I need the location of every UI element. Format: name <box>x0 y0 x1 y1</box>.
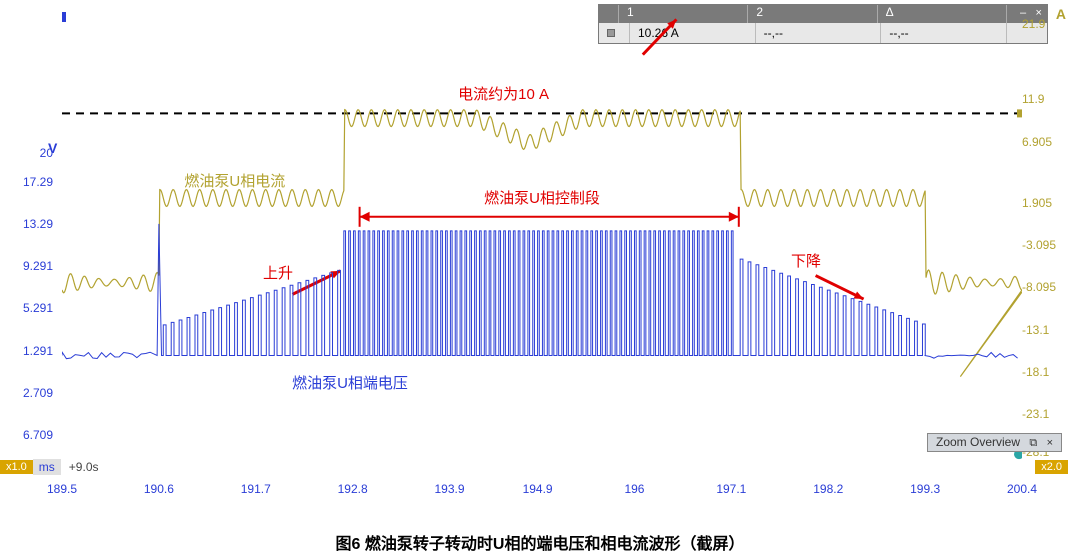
x-tick: 199.3 <box>895 482 955 496</box>
scope-area: 1 2 Δ – × 10.26 A --,-- --,-- V A 2017.2… <box>0 0 1080 524</box>
right-tick: 21.9 <box>1022 17 1072 31</box>
right-tick: -3.095 <box>1022 238 1072 252</box>
right-tick: 11.9 <box>1022 92 1072 106</box>
x-tick: 190.6 <box>129 482 189 496</box>
zoom-badge-left[interactable]: x1.0 <box>0 460 33 474</box>
left-tick: 13.29 <box>8 217 53 231</box>
zoom-overview-panel: Zoom Overview ⧉ × <box>927 433 1062 452</box>
figure-caption: 图6 燃油泵转子转动时U相的端电压和相电流波形（截屏） <box>0 530 1080 554</box>
close-icon[interactable]: × <box>1047 437 1053 449</box>
x-tick: 197.1 <box>701 482 761 496</box>
annotation-label: 燃油泵U相电流 <box>184 170 285 191</box>
time-unit-label: ms <box>33 459 61 475</box>
left-tick: 17.29 <box>8 175 53 189</box>
x-tick: 194.9 <box>508 482 568 496</box>
annotation-label: 电流约为10 A <box>458 83 549 104</box>
x-tick: 193.9 <box>420 482 480 496</box>
x-tick: 196 <box>604 482 664 496</box>
left-tick: 9.291 <box>8 259 53 273</box>
zoom-badge-right[interactable]: x2.0 <box>1035 460 1068 474</box>
left-tick: 2.709 <box>8 386 53 400</box>
x-tick: 191.7 <box>226 482 286 496</box>
x-tick: 198.2 <box>798 482 858 496</box>
x-tick: 200.4 <box>992 482 1052 496</box>
left-tick: 20 <box>8 146 53 160</box>
scope-container: 1 2 Δ – × 10.26 A --,-- --,-- V A 2017.2… <box>0 0 1080 560</box>
left-tick: 5.291 <box>8 301 53 315</box>
x-tick: 189.5 <box>32 482 92 496</box>
left-tick: 6.709 <box>8 428 53 442</box>
right-tick: -8.095 <box>1022 280 1072 294</box>
annotation-label: 下降 <box>791 250 821 271</box>
annotation-label: 燃油泵U相端电压 <box>292 372 408 393</box>
x-tick: 192.8 <box>323 482 383 496</box>
zoom-overview-label: Zoom Overview <box>936 435 1020 449</box>
restore-icon[interactable]: ⧉ <box>1029 437 1037 449</box>
time-base-bar: x1.0 ms +9.0s x2.0 <box>0 458 1080 476</box>
right-tick: -18.1 <box>1022 365 1072 379</box>
left-tick: 1.291 <box>8 344 53 358</box>
right-tick: 1.905 <box>1022 196 1072 210</box>
annotation-label: 上升 <box>263 262 293 283</box>
right-tick: -13.1 <box>1022 323 1072 337</box>
annotation-label: 燃油泵U相控制段 <box>484 187 600 208</box>
right-tick: 6.905 <box>1022 135 1072 149</box>
right-tick: -23.1 <box>1022 407 1072 421</box>
waveform-plot <box>62 10 1022 480</box>
time-offset-label: +9.0s <box>61 460 99 474</box>
